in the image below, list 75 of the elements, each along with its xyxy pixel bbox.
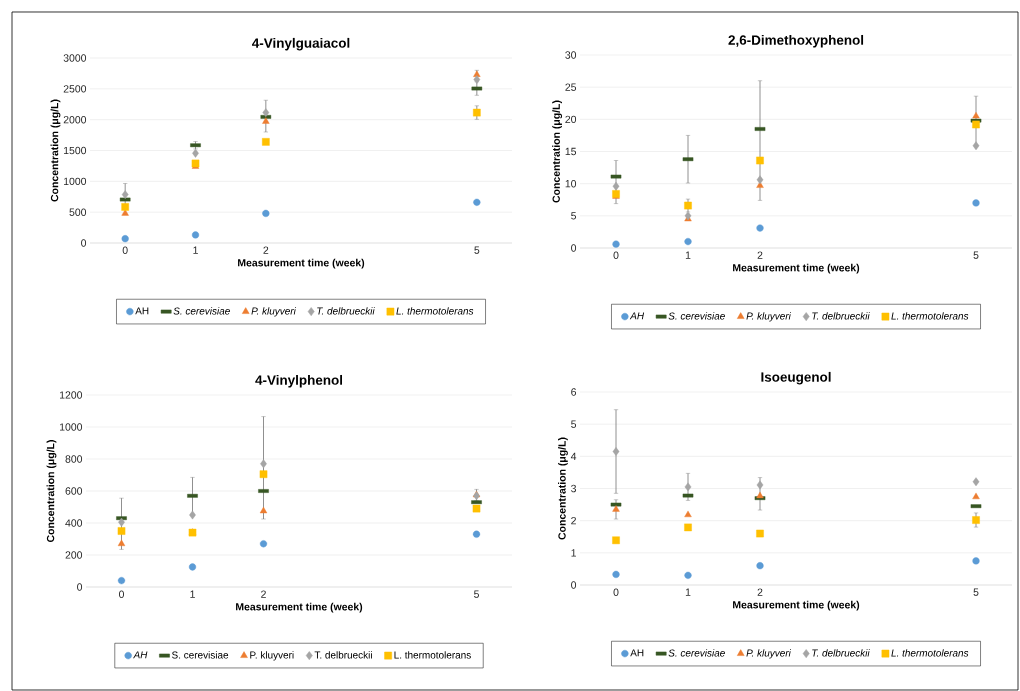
y-tick-label: 1000 — [64, 177, 87, 186]
legend-label: L. thermotolerans — [396, 307, 474, 315]
y-tick-label: 2 — [571, 517, 576, 525]
y-tick-label: 3 — [571, 484, 577, 493]
y-tick-label: 25 — [565, 83, 577, 91]
legend-label: L. thermotolerans — [891, 312, 969, 320]
chart-title: 4-Vinylguaiacol — [252, 37, 350, 51]
legend-label: AH — [629, 312, 645, 320]
x-axis-title: Measurement time (week) — [236, 602, 363, 613]
y-tick-label: 2000 — [63, 115, 87, 124]
x-tick-label: 5 — [474, 590, 479, 598]
y-axis-title: Concentration (μg/L) — [552, 100, 563, 203]
legend-label: S. cerevisiae — [668, 649, 725, 657]
x-tick-label: 1 — [685, 588, 691, 596]
x-axis-title: Measurement time (week) — [733, 600, 860, 611]
y-tick-label: 600 — [65, 487, 83, 495]
y-tick-label: 400 — [65, 519, 83, 527]
y-tick-label: 1500 — [64, 146, 87, 155]
x-tick-label: 5 — [973, 588, 979, 596]
x-tick-label: 2 — [757, 588, 763, 596]
y-tick-label: 10 — [565, 179, 577, 188]
y-axis-title: Concentration (μg/L) — [46, 440, 57, 543]
y-tick-label: 3000 — [63, 54, 87, 62]
y-tick-label: 5 — [571, 420, 577, 428]
x-tick-label: 1 — [685, 251, 691, 259]
legend-label: AH — [133, 651, 148, 659]
y-tick-label: 0 — [571, 581, 577, 589]
x-tick-label: 0 — [613, 588, 619, 596]
legend-label: L. thermotolerans — [891, 649, 969, 657]
y-tick-label: 1 — [571, 549, 576, 557]
legend-label: P. kluyveri — [251, 307, 297, 317]
x-tick-label: 0 — [613, 251, 619, 259]
legend-label: L. thermotolerans — [394, 651, 471, 659]
legend-label: T. delbrueckii — [314, 651, 372, 659]
x-axis-title: Measurement time (week) — [733, 263, 860, 274]
x-tick-label: 1 — [193, 246, 198, 254]
x-tick-label: 0 — [122, 246, 128, 254]
legend-label: P. kluyveri — [250, 651, 294, 661]
y-tick-label: 30 — [565, 51, 577, 59]
x-tick-label: 1 — [190, 590, 195, 598]
y-tick-label: 4 — [570, 452, 577, 460]
y-tick-label: 1200 — [60, 391, 83, 399]
x-tick-label: 2 — [757, 251, 763, 259]
x-tick-label: 2 — [261, 590, 266, 598]
y-tick-label: 6 — [571, 388, 577, 396]
legend-label: S. cerevisiae — [172, 651, 229, 659]
y-tick-label: 1000 — [60, 423, 83, 431]
chart-title: Isoeugenol — [761, 371, 831, 385]
legend-label: S. cerevisiae — [173, 307, 230, 315]
legend-label: AH — [630, 649, 644, 657]
y-axis-title: Concentration (μg/L) — [50, 99, 61, 202]
x-axis-title: Measurement time (week) — [238, 258, 365, 269]
y-tick-label: 5 — [571, 212, 577, 220]
y-tick-label: 0 — [81, 239, 87, 247]
legend-label: T. delbrueckii — [812, 312, 870, 320]
y-tick-label: 15 — [565, 147, 577, 156]
y-tick-label: 200 — [65, 551, 83, 559]
legend-label: P. kluyveri — [746, 649, 792, 659]
y-axis-title: Concentration (μg/L) — [558, 437, 568, 540]
legend-label: P. kluyveri — [746, 312, 792, 322]
y-tick-label: 2500 — [63, 85, 87, 93]
x-tick-label: 5 — [474, 246, 480, 254]
legend-label: S. cerevisiae — [668, 312, 725, 320]
y-tick-label: 500 — [69, 208, 87, 216]
chart-title: 2,6-Dimethoxyphenol — [728, 34, 864, 48]
x-tick-label: 5 — [973, 251, 979, 259]
y-tick-label: 20 — [565, 115, 577, 124]
chart-title: 4-Vinylphenol — [255, 374, 343, 388]
x-tick-label: 2 — [263, 246, 269, 254]
y-tick-label: 800 — [65, 455, 83, 463]
legend-label: AH — [135, 307, 149, 315]
y-tick-label: 0 — [77, 583, 83, 591]
x-tick-label: 0 — [119, 590, 125, 598]
legend-label: T. delbrueckii — [812, 649, 870, 657]
legend-label: T. delbrueckii — [317, 307, 375, 315]
